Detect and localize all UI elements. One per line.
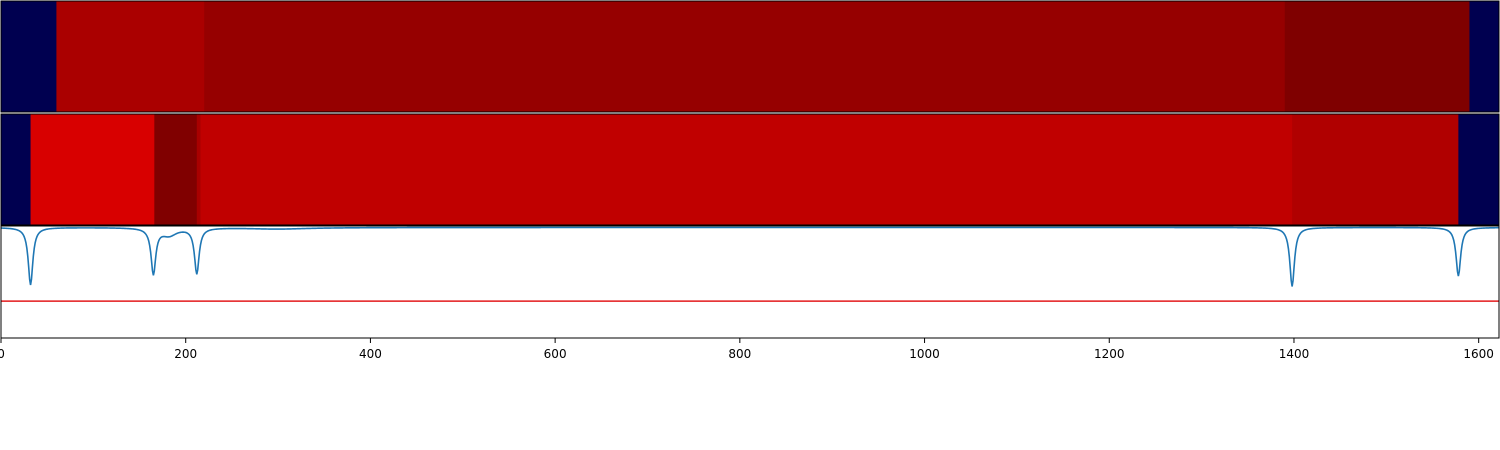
x-tick-label: 200 (174, 347, 197, 361)
heatmap-cell (1, 114, 32, 225)
line-plot-frame (0, 225, 1500, 339)
heatmap-panel-top (0, 0, 1500, 113)
heatmap-cell (1469, 1, 1500, 112)
x-tick-label: 600 (544, 347, 567, 361)
heatmap-cell (30, 114, 155, 225)
heatmap-cell (1, 1, 57, 112)
heatmap-cell (154, 114, 198, 225)
heatmap-cell (200, 114, 1293, 225)
heatmap-cell (1458, 114, 1500, 225)
heatmap-frame (0, 113, 1500, 226)
heatmap-cell (1292, 114, 1459, 225)
heatmap-cell (56, 1, 205, 112)
x-tick-label: 1200 (1094, 347, 1125, 361)
heatmap-panel-middle (0, 113, 1500, 226)
heatmap-cell (196, 114, 201, 225)
x-tick-label: 1000 (909, 347, 940, 361)
x-tick-label: 1600 (1463, 347, 1494, 361)
series-line (0, 226, 1500, 287)
x-tick-label: 800 (728, 347, 751, 361)
x-tick-label: 400 (359, 347, 382, 361)
x-axis: 0 200 400 600 800 1000 1200 1400 1600 (0, 338, 1494, 361)
heatmap-frame (0, 0, 1500, 113)
x-tick-label: 0 (0, 347, 5, 361)
heatmap-cell (1284, 1, 1470, 112)
x-tick-label: 1400 (1279, 347, 1310, 361)
line-panel-bottom: 0 200 400 600 800 1000 1200 1400 1600 (0, 225, 1500, 361)
line-plot-background (1, 226, 1499, 338)
heatmap-cell (204, 1, 1286, 112)
